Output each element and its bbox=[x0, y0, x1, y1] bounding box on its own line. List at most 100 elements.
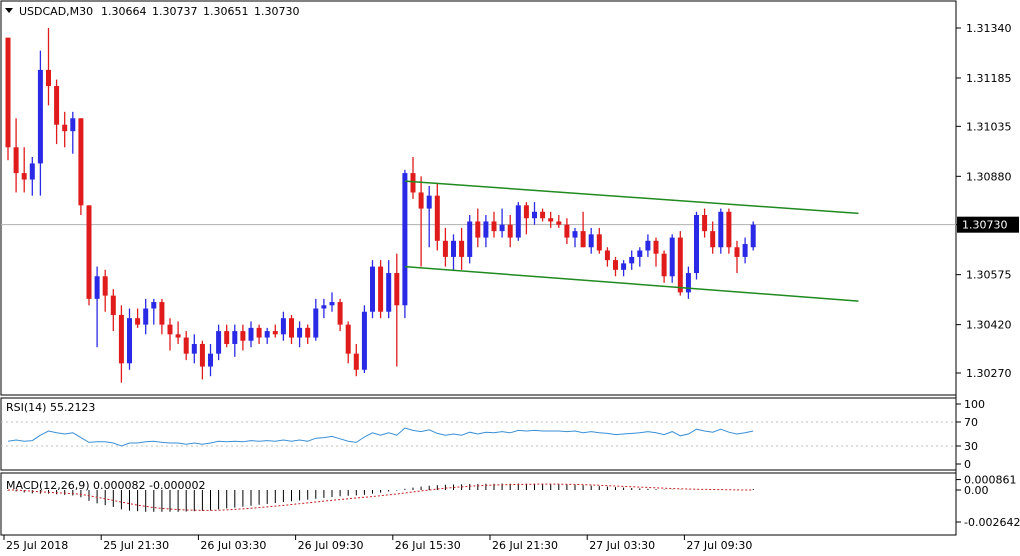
candle-body bbox=[256, 327, 262, 338]
price-tick-label: 1.31185 bbox=[966, 72, 1012, 85]
candle-body bbox=[629, 256, 635, 264]
candle-body bbox=[135, 318, 141, 325]
candle-body bbox=[442, 240, 448, 257]
candle-body bbox=[321, 305, 327, 309]
candle-body bbox=[143, 308, 149, 325]
candle-body bbox=[515, 205, 521, 238]
price-tick-label: 1.30270 bbox=[966, 367, 1012, 380]
candle-body bbox=[297, 327, 303, 338]
candle-body bbox=[677, 237, 683, 293]
candle-body bbox=[604, 250, 610, 261]
candle-body bbox=[289, 318, 294, 338]
candle-body bbox=[21, 173, 27, 180]
macd-tick-label: 0.000861 bbox=[964, 474, 1017, 487]
candle-body bbox=[305, 327, 311, 338]
candle-body bbox=[426, 195, 432, 209]
time-tick-label: 25 Jul 2018 bbox=[6, 539, 68, 552]
candle-body bbox=[694, 215, 699, 274]
rsi-tick-label: 70 bbox=[964, 416, 978, 429]
candle-body bbox=[13, 147, 19, 174]
price-pane-frame bbox=[0, 0, 957, 396]
candle-body bbox=[394, 273, 400, 306]
macd-signal-line bbox=[8, 483, 754, 511]
channel-upper-trendline[interactable] bbox=[404, 180, 859, 215]
candle-body bbox=[726, 211, 732, 248]
candle-body bbox=[572, 231, 578, 238]
candle-body bbox=[386, 273, 392, 312]
candle-body bbox=[353, 353, 359, 370]
candle-body bbox=[418, 192, 424, 209]
axis-labels: 1.31340 1.31185 1.31035 1.30880 1.30730 1.305… bbox=[3, 22, 1020, 552]
candle-body bbox=[702, 215, 708, 232]
high-value: 1.30737 bbox=[152, 5, 198, 18]
candle-body bbox=[313, 308, 319, 338]
candle-body bbox=[596, 234, 602, 251]
candle-body bbox=[370, 266, 375, 312]
macd-plot bbox=[7, 483, 754, 512]
rsi-tick-label: 0 bbox=[964, 458, 971, 471]
rsi-line bbox=[7, 427, 754, 447]
candle-body bbox=[159, 302, 165, 325]
price-plot bbox=[1, 28, 956, 383]
candle-body bbox=[637, 250, 643, 257]
candle-body bbox=[118, 314, 124, 364]
candle-body bbox=[199, 343, 205, 367]
candle-body bbox=[742, 244, 748, 257]
time-tick-label: 27 Jul 09:30 bbox=[686, 539, 752, 552]
candle-body bbox=[5, 37, 11, 148]
candle-body bbox=[191, 343, 197, 354]
current-price-label: 1.30730 bbox=[962, 219, 1008, 232]
candle-body bbox=[653, 240, 659, 254]
candle-body bbox=[29, 163, 35, 180]
price-tick-label: 1.30880 bbox=[966, 170, 1012, 183]
candle-body bbox=[94, 276, 100, 299]
price-tick-label: 1.31035 bbox=[966, 120, 1012, 133]
candle-body bbox=[110, 295, 116, 315]
candle-body bbox=[669, 237, 675, 277]
candle-body bbox=[532, 211, 537, 219]
low-value: 1.30651 bbox=[203, 5, 249, 18]
candle-body bbox=[483, 221, 489, 238]
time-tick-label: 25 Jul 21:30 bbox=[103, 539, 169, 552]
candle-body bbox=[240, 331, 246, 341]
dropdown-triangle-icon[interactable] bbox=[5, 8, 13, 13]
candle-body bbox=[621, 263, 627, 270]
candle-body bbox=[564, 224, 570, 238]
candle-body bbox=[224, 331, 230, 344]
candle-body bbox=[540, 211, 546, 219]
macd-tick-label: 0.00 bbox=[964, 484, 989, 497]
candle-body bbox=[232, 331, 238, 344]
candle-body bbox=[580, 231, 586, 248]
candle-body bbox=[329, 302, 335, 306]
symbol-header[interactable]: USDCAD,M30 1.30664 1.30737 1.30651 1.307… bbox=[5, 5, 300, 18]
candle-body bbox=[37, 69, 43, 164]
open-value: 1.30664 bbox=[101, 5, 147, 18]
price-tick-label: 1.30420 bbox=[966, 319, 1012, 332]
channel-lower-trendline[interactable] bbox=[404, 265, 859, 302]
time-tick-label: 26 Jul 21:30 bbox=[492, 539, 558, 552]
rsi-plot bbox=[1, 421, 956, 447]
candle-body bbox=[127, 318, 132, 364]
candle-body bbox=[710, 231, 716, 248]
candle-body bbox=[62, 124, 68, 132]
candle-body bbox=[102, 276, 108, 296]
candle-body bbox=[361, 311, 367, 370]
candle-body bbox=[183, 337, 189, 354]
candle-body bbox=[151, 302, 157, 309]
candle-body bbox=[46, 69, 51, 87]
candle-body bbox=[54, 86, 60, 125]
macd-pane-frame bbox=[0, 472, 957, 536]
candle-body bbox=[718, 211, 724, 248]
candle-body bbox=[345, 324, 351, 354]
candle-body bbox=[410, 173, 416, 193]
candle-body bbox=[70, 118, 76, 132]
candle-body bbox=[523, 205, 529, 219]
candle-body bbox=[86, 205, 92, 299]
candle-body bbox=[216, 331, 222, 354]
current-price-box bbox=[957, 216, 1019, 233]
candle-body bbox=[475, 221, 481, 238]
candle-body bbox=[588, 234, 594, 248]
candle-body bbox=[750, 224, 756, 248]
rsi-tick-label: 100 bbox=[964, 398, 985, 411]
